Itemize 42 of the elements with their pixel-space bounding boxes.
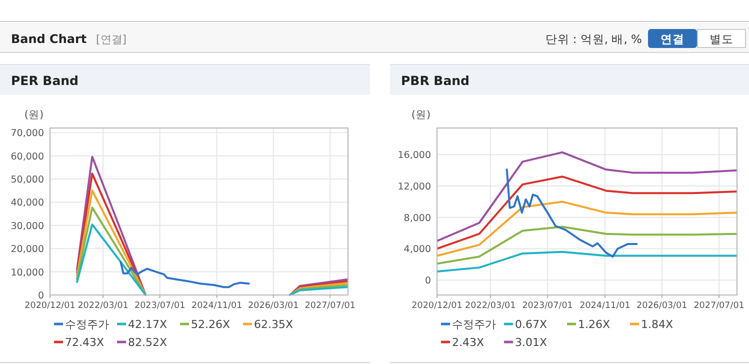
legend-label: 52.26X bbox=[191, 318, 230, 331]
x-tick-label: 2020/12/01 bbox=[24, 301, 76, 311]
legend-label: 42.17X bbox=[128, 318, 168, 331]
legend-label: 1.84X bbox=[641, 318, 674, 331]
y-tick-label: 70,000 bbox=[10, 128, 44, 140]
x-tick-label: 2022/03/01 bbox=[78, 301, 128, 311]
y-tick-label: 10,000 bbox=[10, 267, 44, 278]
x-tick-label: 2024/11/01 bbox=[580, 301, 630, 311]
x-tick-label: 2020/12/01 bbox=[412, 301, 462, 311]
y-tick-label: 8,000 bbox=[404, 212, 431, 224]
page-header: Band Chart [연결] 단위 : 억원, 배, % 연결 별도 bbox=[0, 21, 749, 53]
y-tick-label: 40,000 bbox=[10, 198, 44, 209]
x-tick-label: 2023/07/01 bbox=[134, 301, 186, 311]
x-tick-label: 2027/07/01 bbox=[694, 301, 744, 311]
legend-label: 2.43X bbox=[452, 336, 484, 349]
y-axis-title: (원) bbox=[24, 109, 44, 121]
x-tick-label: 2026/03/01 bbox=[636, 301, 688, 311]
y-axis-title: (원) bbox=[411, 109, 431, 121]
legend-label: 0.67X bbox=[515, 318, 548, 331]
x-tick-label: 2024/11/01 bbox=[191, 301, 242, 311]
y-tick-label: 20,000 bbox=[10, 244, 44, 256]
legend-label: 수정주가 bbox=[65, 318, 109, 331]
legend-label: 82.52X bbox=[128, 336, 168, 349]
legend-label: 72.43X bbox=[65, 336, 104, 349]
chart-title: PBR Band bbox=[401, 73, 470, 88]
legend-label: 3.01X bbox=[515, 336, 548, 349]
x-tick-label: 2022/03/01 bbox=[465, 301, 516, 311]
y-tick-label: 0 bbox=[424, 276, 431, 287]
x-tick-label: 2027/07/01 bbox=[304, 301, 356, 311]
x-tick-label: 2026/03/01 bbox=[248, 301, 299, 311]
y-tick-label: 16,000 bbox=[398, 150, 431, 162]
y-tick-label: 50,000 bbox=[10, 174, 44, 186]
legend-label: 62.35X bbox=[254, 318, 294, 331]
legend-label: 1.26X bbox=[578, 318, 610, 331]
x-tick-label: 2023/07/01 bbox=[522, 301, 573, 311]
y-tick-label: 0 bbox=[38, 290, 44, 302]
y-tick-label: 60,000 bbox=[10, 151, 44, 162]
y-tick-label: 4,000 bbox=[404, 244, 431, 256]
chart-title: PER Band bbox=[11, 73, 78, 88]
legend-label: 수정주가 bbox=[452, 318, 496, 331]
y-tick-label: 30,000 bbox=[10, 220, 44, 232]
y-tick-label: 12,000 bbox=[398, 182, 431, 193]
